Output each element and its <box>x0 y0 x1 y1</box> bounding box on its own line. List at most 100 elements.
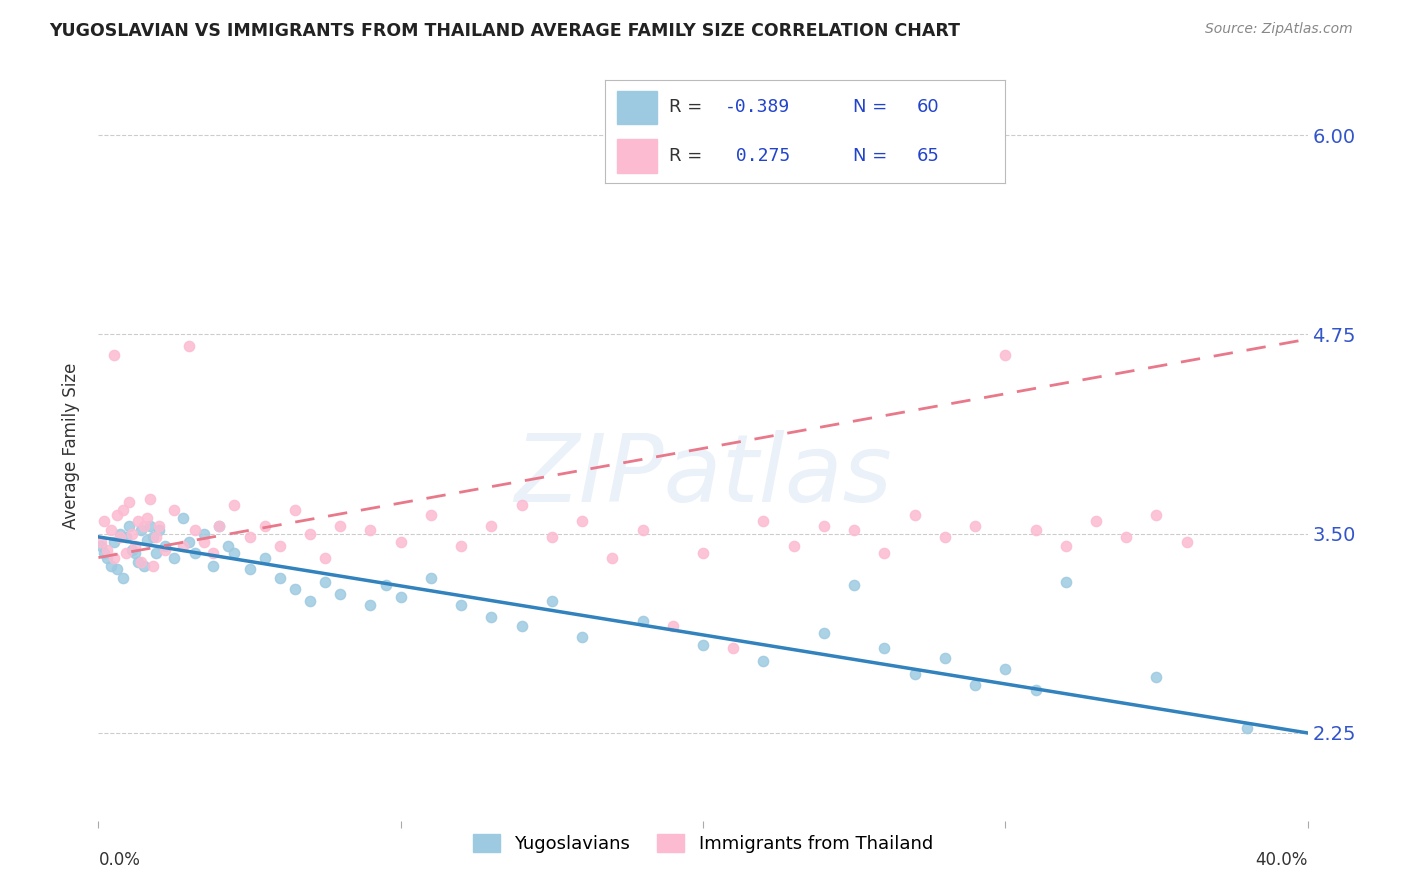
Point <box>1085 514 1108 528</box>
Point <box>540 530 562 544</box>
Point <box>135 533 157 547</box>
Point <box>208 518 231 533</box>
Point <box>723 641 745 656</box>
Point <box>224 546 246 560</box>
Point <box>329 587 352 601</box>
Point <box>450 599 472 613</box>
Point <box>124 546 146 560</box>
Point <box>873 641 896 656</box>
Point <box>510 619 533 633</box>
Point <box>217 540 239 554</box>
Point <box>1144 508 1167 522</box>
Point <box>420 508 443 522</box>
Point <box>100 524 122 538</box>
Point <box>299 526 322 541</box>
Point <box>965 678 987 692</box>
Point <box>692 546 714 560</box>
Point <box>1054 540 1077 554</box>
Point <box>184 524 207 538</box>
Point <box>1024 524 1046 538</box>
Point <box>602 550 624 565</box>
Point <box>127 514 149 528</box>
Point <box>692 638 714 652</box>
Point <box>904 667 927 681</box>
Point <box>994 662 1017 676</box>
Point <box>139 491 162 506</box>
Point <box>752 654 775 668</box>
Point <box>103 550 125 565</box>
Point <box>142 530 165 544</box>
Point <box>239 562 262 576</box>
Text: Source: ZipAtlas.com: Source: ZipAtlas.com <box>1205 22 1353 37</box>
Point <box>184 546 207 560</box>
Point <box>202 546 225 560</box>
Point <box>631 524 654 538</box>
Point <box>103 348 125 362</box>
Point <box>813 518 835 533</box>
Text: -0.389: -0.389 <box>725 98 790 117</box>
Point <box>103 534 125 549</box>
Point <box>118 495 141 509</box>
Text: N =: N = <box>853 146 893 165</box>
Point <box>90 540 112 554</box>
Text: ZIPatlas: ZIPatlas <box>515 431 891 522</box>
Point <box>269 540 291 554</box>
Point <box>148 524 170 538</box>
Point <box>1236 721 1258 735</box>
Point <box>163 550 186 565</box>
Point <box>481 609 503 624</box>
Point <box>510 498 533 512</box>
Point <box>481 518 503 533</box>
Point <box>269 571 291 585</box>
Text: 0.275: 0.275 <box>725 146 790 165</box>
Point <box>1054 574 1077 589</box>
Point <box>163 502 186 516</box>
Text: 65: 65 <box>917 146 941 165</box>
Point <box>571 514 593 528</box>
Point <box>96 550 118 565</box>
Point <box>105 562 128 576</box>
Legend: Yugoslavians, Immigrants from Thailand: Yugoslavians, Immigrants from Thailand <box>465 827 941 860</box>
Point <box>114 546 136 560</box>
Point <box>135 510 157 524</box>
Point <box>314 574 336 589</box>
Point <box>132 558 155 573</box>
Point <box>904 508 927 522</box>
Point <box>108 526 131 541</box>
Point <box>179 338 201 352</box>
Point <box>284 582 307 597</box>
Point <box>208 518 231 533</box>
Point <box>783 540 806 554</box>
Point <box>253 518 276 533</box>
Point <box>374 577 396 591</box>
Point <box>111 571 134 585</box>
Point <box>661 619 683 633</box>
Text: R =: R = <box>669 98 707 117</box>
Point <box>90 534 112 549</box>
Point <box>1024 682 1046 697</box>
Point <box>934 530 956 544</box>
Point <box>571 630 593 644</box>
Text: N =: N = <box>853 98 893 117</box>
Point <box>145 546 167 560</box>
Point <box>389 534 412 549</box>
Point <box>142 558 165 573</box>
Point <box>420 571 443 585</box>
Bar <box>617 139 657 173</box>
Point <box>253 550 276 565</box>
Point <box>148 518 170 533</box>
Point <box>153 542 176 557</box>
Text: YUGOSLAVIAN VS IMMIGRANTS FROM THAILAND AVERAGE FAMILY SIZE CORRELATION CHART: YUGOSLAVIAN VS IMMIGRANTS FROM THAILAND … <box>49 22 960 40</box>
Point <box>299 593 322 607</box>
Point <box>965 518 987 533</box>
Point <box>873 546 896 560</box>
Point <box>172 510 194 524</box>
Point <box>93 514 115 528</box>
Point <box>1175 534 1198 549</box>
Point <box>129 555 152 569</box>
Point <box>314 550 336 565</box>
Point <box>93 546 115 560</box>
Text: 40.0%: 40.0% <box>1256 851 1308 869</box>
Y-axis label: Average Family Size: Average Family Size <box>62 363 80 529</box>
Point <box>224 498 246 512</box>
